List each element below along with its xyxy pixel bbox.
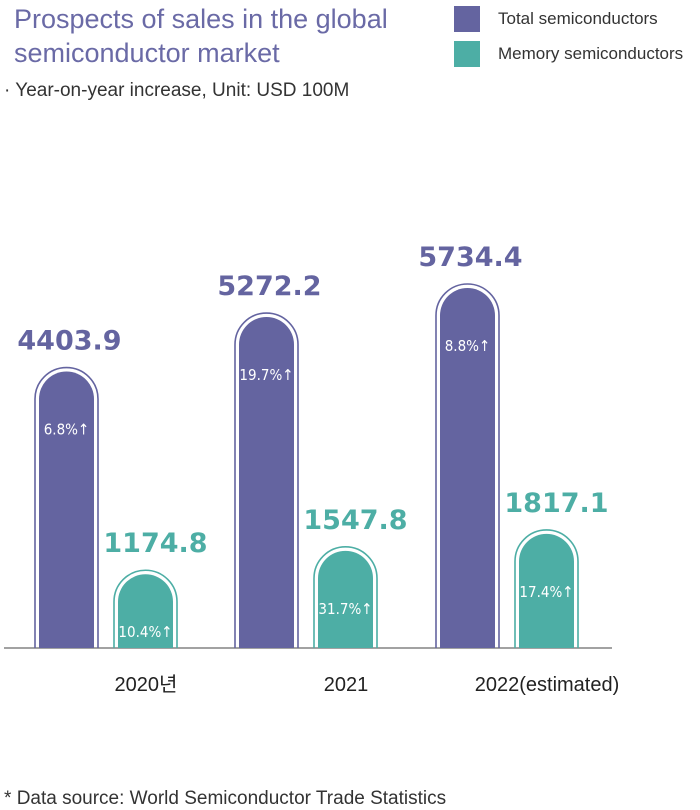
chart-subtitle: · Year-on-year increase, Unit: USD 100M [4, 80, 349, 102]
growth-label-total-1: 19.7%↑ [239, 366, 293, 384]
legend-item-memory: Memory semiconductors [454, 41, 684, 67]
x-tick-label-1: 2021 [324, 674, 369, 696]
value-label-total-2: 5734.4 [418, 242, 522, 273]
value-label-total-1: 5272.2 [217, 271, 321, 302]
value-label-memory-0: 1174.8 [103, 528, 207, 559]
legend-label-memory: Memory semiconductors [498, 44, 684, 63]
x-tick-label-0: 2020년 [115, 673, 178, 696]
value-label-total-0: 4403.9 [17, 326, 121, 357]
bar-memory-2 [519, 533, 574, 648]
legend-item-total: Total semiconductors [454, 6, 683, 32]
legend-swatch-memory [454, 41, 480, 67]
bar-total-1 [239, 317, 294, 648]
bar-chart: 6.8%↑ 4403.9 19.7%↑ 5272.2 8.8%↑ 5734.4 10.4%↑… [4, 242, 620, 696]
bar-outline-memory-2 [514, 529, 579, 648]
bar-outline-memory-0 [113, 569, 178, 648]
source-text: Data source: World Semiconductor Trade S… [16, 788, 447, 809]
x-tick-label-2: 2022(estimated) [475, 674, 620, 696]
bar-total-0 [39, 371, 94, 648]
legend: Total semiconductors Memory semiconducto… [454, 6, 684, 78]
value-label-memory-1: 1547.8 [303, 505, 407, 536]
bar-outline-total-0 [34, 366, 99, 648]
chart-title: Prospects of sales in the global semicon… [14, 4, 388, 68]
subtitle-text: Year-on-year increase, Unit: USD 100M [15, 80, 350, 101]
legend-label-total: Total semiconductors [498, 9, 658, 28]
growth-label-memory-0: 10.4%↑ [118, 623, 172, 641]
legend-swatch-total [454, 6, 480, 32]
growth-label-memory-2: 17.4%↑ [519, 583, 573, 601]
growth-label-total-2: 8.8%↑ [445, 337, 491, 355]
growth-label-total-0: 6.8%↑ [44, 421, 90, 439]
bar-memory-1 [318, 550, 373, 648]
bar-outline-memory-1 [313, 546, 378, 648]
growth-label-memory-1: 31.7%↑ [318, 600, 372, 618]
bar-outline-total-2 [435, 283, 500, 648]
bar-outline-total-1 [234, 312, 299, 648]
source-note: * Data source: World Semiconductor Trade… [4, 788, 446, 810]
source-marker: * [4, 788, 12, 809]
bar-total-2 [440, 288, 495, 648]
bar-memory-0 [118, 574, 173, 648]
subtitle-bullet: · [4, 80, 11, 101]
value-label-memory-2: 1817.1 [504, 488, 608, 519]
